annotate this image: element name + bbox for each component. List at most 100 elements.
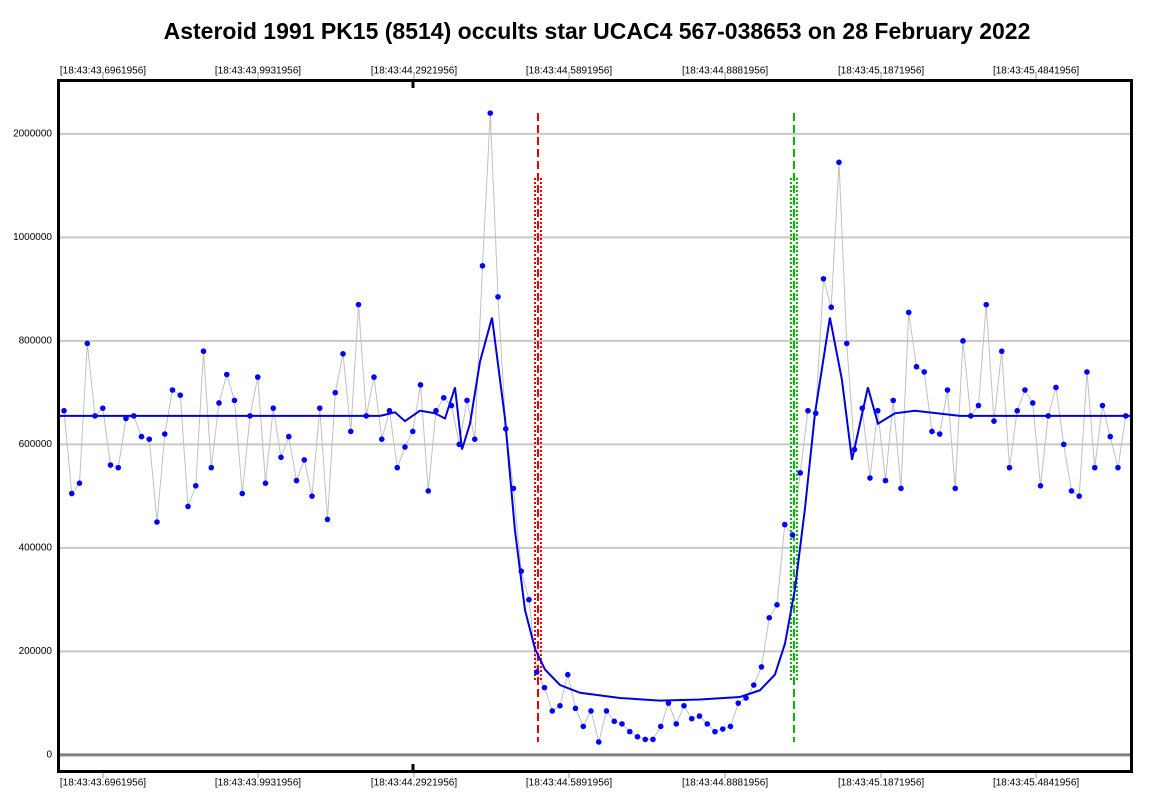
data-point <box>619 721 625 727</box>
data-point <box>1068 488 1075 494</box>
data-point <box>464 397 470 404</box>
x-tick-label-bottom: [18:43:44.5891956] <box>526 778 612 789</box>
data-point <box>293 477 300 484</box>
data-point <box>1091 464 1098 471</box>
data-point <box>967 413 974 419</box>
data-point <box>580 723 587 730</box>
x-tick-label-bottom: [18:43:45.4841956] <box>993 778 1079 789</box>
data-point <box>890 397 897 404</box>
label-layer: 0 200000 400000 600000 800000 1000000 2000000 [… <box>13 66 1079 789</box>
data-point <box>595 739 602 745</box>
x-tick-label-bottom: [18:43:44.2921956] <box>371 778 457 789</box>
data-point <box>425 488 432 494</box>
data-point <box>665 700 672 706</box>
data-point <box>154 519 160 525</box>
y-tick-label: 800000 <box>19 335 53 346</box>
data-point <box>991 418 997 424</box>
data-point <box>1006 464 1013 471</box>
data-point <box>270 405 277 411</box>
data-point <box>905 309 912 316</box>
data-point <box>533 669 540 675</box>
data-point <box>704 721 711 727</box>
data-point <box>952 485 959 492</box>
data-point <box>526 596 532 603</box>
data-point <box>944 387 951 393</box>
x-tick-label-top: [18:43:44.5891956] <box>526 66 612 77</box>
data-point <box>998 348 1005 355</box>
x-tick-label-top: [18:43:44.8881956] <box>682 66 768 77</box>
data-point <box>495 294 501 300</box>
data-point <box>471 436 478 442</box>
data-point <box>309 493 315 499</box>
data-point <box>347 428 354 435</box>
data-point <box>572 705 579 712</box>
data-point <box>564 671 571 678</box>
data-point <box>146 436 153 442</box>
data-point <box>84 340 91 347</box>
data-point <box>1022 387 1028 393</box>
data-point <box>161 431 168 437</box>
data-point <box>541 684 548 691</box>
data-point <box>76 480 83 486</box>
data-point <box>278 454 284 461</box>
x-tick-label-bottom: [18:43:43.9931956] <box>215 778 301 789</box>
data-point <box>107 462 114 468</box>
data-point <box>479 263 486 269</box>
data-point <box>960 338 966 344</box>
data-point <box>185 503 191 510</box>
data-point <box>192 482 199 489</box>
data-point <box>99 405 106 411</box>
data-point <box>727 723 734 730</box>
data-point <box>789 532 796 538</box>
data-point <box>805 407 811 414</box>
data-point <box>68 490 75 497</box>
y-tick-label: 2000000 <box>13 128 52 139</box>
data-point <box>1122 413 1129 419</box>
data-point <box>1084 369 1090 375</box>
data-point <box>371 374 377 380</box>
y-tick-label: 600000 <box>19 439 53 450</box>
data-point <box>1037 482 1044 489</box>
data-point <box>1076 493 1083 499</box>
data-point <box>642 736 649 743</box>
data-point <box>138 433 145 440</box>
data-point <box>518 568 525 574</box>
data-point <box>696 713 703 719</box>
x-tick-label-top: [18:43:45.4841956] <box>993 66 1079 77</box>
data-point <box>1115 464 1121 471</box>
data-point <box>254 374 261 380</box>
data-point <box>650 736 656 743</box>
data-point <box>247 413 253 419</box>
data-point <box>378 436 385 442</box>
data-point <box>921 369 928 375</box>
data-point <box>843 340 850 347</box>
y-tick-label: 1000000 <box>13 232 52 243</box>
data-point <box>316 405 323 411</box>
data-point <box>231 397 238 404</box>
y-tick-label: 0 <box>46 750 52 761</box>
data-point <box>719 726 726 732</box>
data-point <box>200 348 207 355</box>
data-point <box>239 490 246 497</box>
data-point <box>61 407 67 414</box>
data-point <box>386 407 393 414</box>
data-point <box>440 394 447 401</box>
data-point <box>735 700 742 706</box>
data-point <box>828 304 835 311</box>
data-point <box>332 389 339 396</box>
data-point <box>781 521 788 528</box>
data-point <box>394 464 401 471</box>
data-point <box>1014 407 1021 414</box>
data-point <box>611 718 618 725</box>
x-tick-label-bottom: [18:43:44.8881956] <box>682 778 768 789</box>
data-point <box>417 382 424 388</box>
data-point <box>898 485 904 492</box>
data-point <box>836 159 842 166</box>
data-point <box>929 428 935 435</box>
x-tick-label-top: [18:43:43.9931956] <box>215 66 301 77</box>
data-point <box>402 444 408 450</box>
grid-layer <box>58 74 1132 778</box>
data-point <box>433 407 439 414</box>
x-tick-label-top: [18:43:44.2921956] <box>371 66 457 77</box>
